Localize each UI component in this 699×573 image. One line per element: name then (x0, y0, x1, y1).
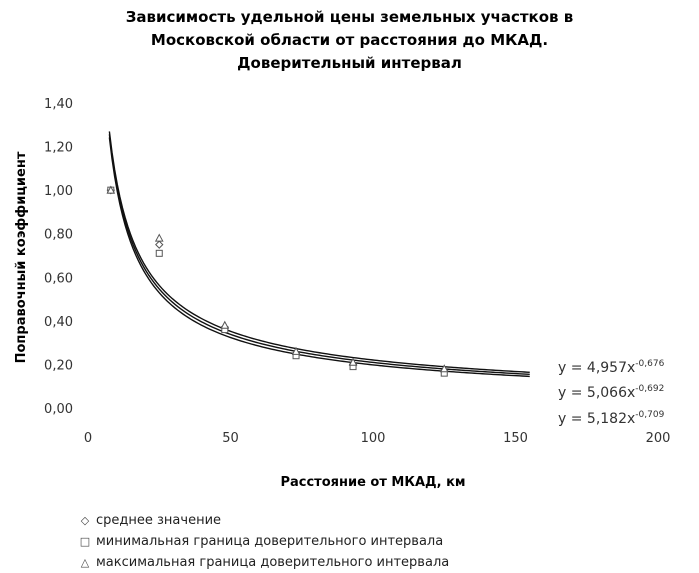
trend-line-3 (108, 137, 530, 378)
chart-title-line-1: Зависимость удельной цены земельных учас… (125, 8, 574, 26)
y-tick-label: 1,00 (44, 184, 73, 199)
data-point-max (348, 357, 358, 366)
legend-item-min: □ минимальная граница доверительного инт… (79, 531, 449, 552)
square-icon: □ (79, 535, 91, 548)
x-tick-label: 50 (222, 431, 239, 446)
x-tick-label: 0 (84, 431, 92, 446)
y-tick-label: 0,80 (44, 228, 73, 243)
legend-label-mean: среднее значение (96, 513, 222, 528)
x-axis-label: Расстояние от МКАД, км (280, 475, 465, 490)
y-axis-label: Поправочный коэффициент (14, 151, 29, 363)
trendline-equation-1: y = 4,957x-0,676 (558, 359, 665, 376)
data-point-max (106, 185, 116, 194)
data-point-max (220, 320, 230, 329)
y-tick-label: 1,40 (44, 97, 73, 112)
y-tick-label: 0,00 (44, 402, 73, 417)
trend-line-1 (108, 131, 530, 373)
chart-title-line-2: Московской области от расстояния до МКАД… (150, 31, 549, 49)
y-tick-label: 0,40 (44, 315, 73, 330)
data-point-max (439, 364, 449, 373)
chart-title-line-3: Доверительный интервал (237, 54, 462, 72)
diamond-icon: ◇ (80, 514, 90, 527)
legend-label-max: максимальная граница доверительного инте… (96, 555, 450, 570)
trendline-equation-2: y = 5,066x-0,692 (558, 384, 664, 401)
legend-label-min: минимальная граница доверительного интер… (96, 534, 444, 549)
plot-area: 0,00 0,20 0,40 0,60 0,80 1,00 1,20 1,40 0 50 100 15… (14, 97, 671, 490)
data-point-max (154, 233, 164, 242)
y-tick-label: 0,20 (44, 358, 73, 373)
trend-line-2 (108, 134, 530, 376)
data-point-min (155, 249, 163, 257)
trendline-equation-3: y = 5,182x-0,709 (558, 410, 665, 427)
legend: ◇ среднее значение □ минимальная граница… (79, 510, 449, 573)
x-tick-label: 200 (646, 431, 671, 446)
data-point-max (291, 346, 301, 355)
y-tick-label: 0,60 (44, 271, 73, 286)
legend-item-mean: ◇ среднее значение (79, 510, 449, 531)
x-tick-label: 100 (361, 431, 386, 446)
y-tick-label: 1,20 (44, 141, 73, 156)
x-tick-label: 150 (503, 431, 528, 446)
data-point-mean (155, 240, 164, 249)
triangle-icon: △ (80, 556, 90, 569)
legend-item-max: △ максимальная граница доверительного ин… (79, 552, 449, 573)
